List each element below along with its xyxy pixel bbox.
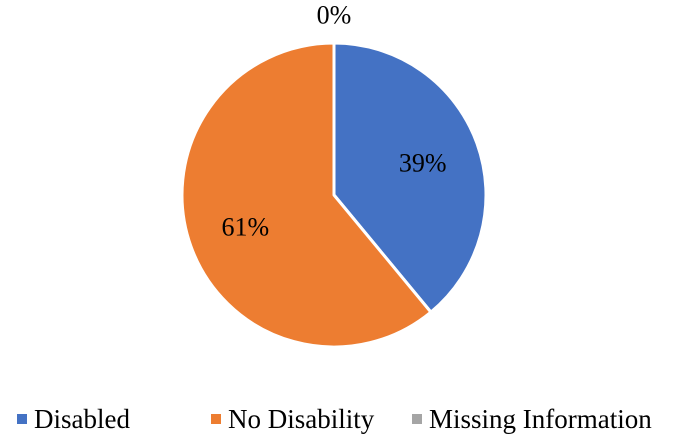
data-label-disabled: 39% [399,149,447,178]
legend-item-no-disability: No Disability [211,399,374,439]
legend-item-disabled: Disabled [17,399,130,439]
legend: Disabled No Disability Missing Informati… [0,399,673,439]
legend-item-missing-information: Missing Information [412,399,652,439]
pie-slice-no-disability [180,41,433,349]
data-label-missing-information: 0% [317,1,352,30]
pie-slice-disabled [332,41,488,314]
legend-label-no-disability: No Disability [228,404,375,434]
legend-swatch-no-disability [211,414,221,424]
legend-label-missing-information: Missing Information [429,404,652,434]
legend-swatch-disabled [17,414,27,424]
legend-swatch-missing-information [412,414,422,424]
data-label-no-disability: 61% [221,212,269,241]
legend-label-disabled: Disabled [34,404,130,434]
pie-slices [180,41,488,349]
data-labels: 39% 61% 0% [221,1,446,242]
